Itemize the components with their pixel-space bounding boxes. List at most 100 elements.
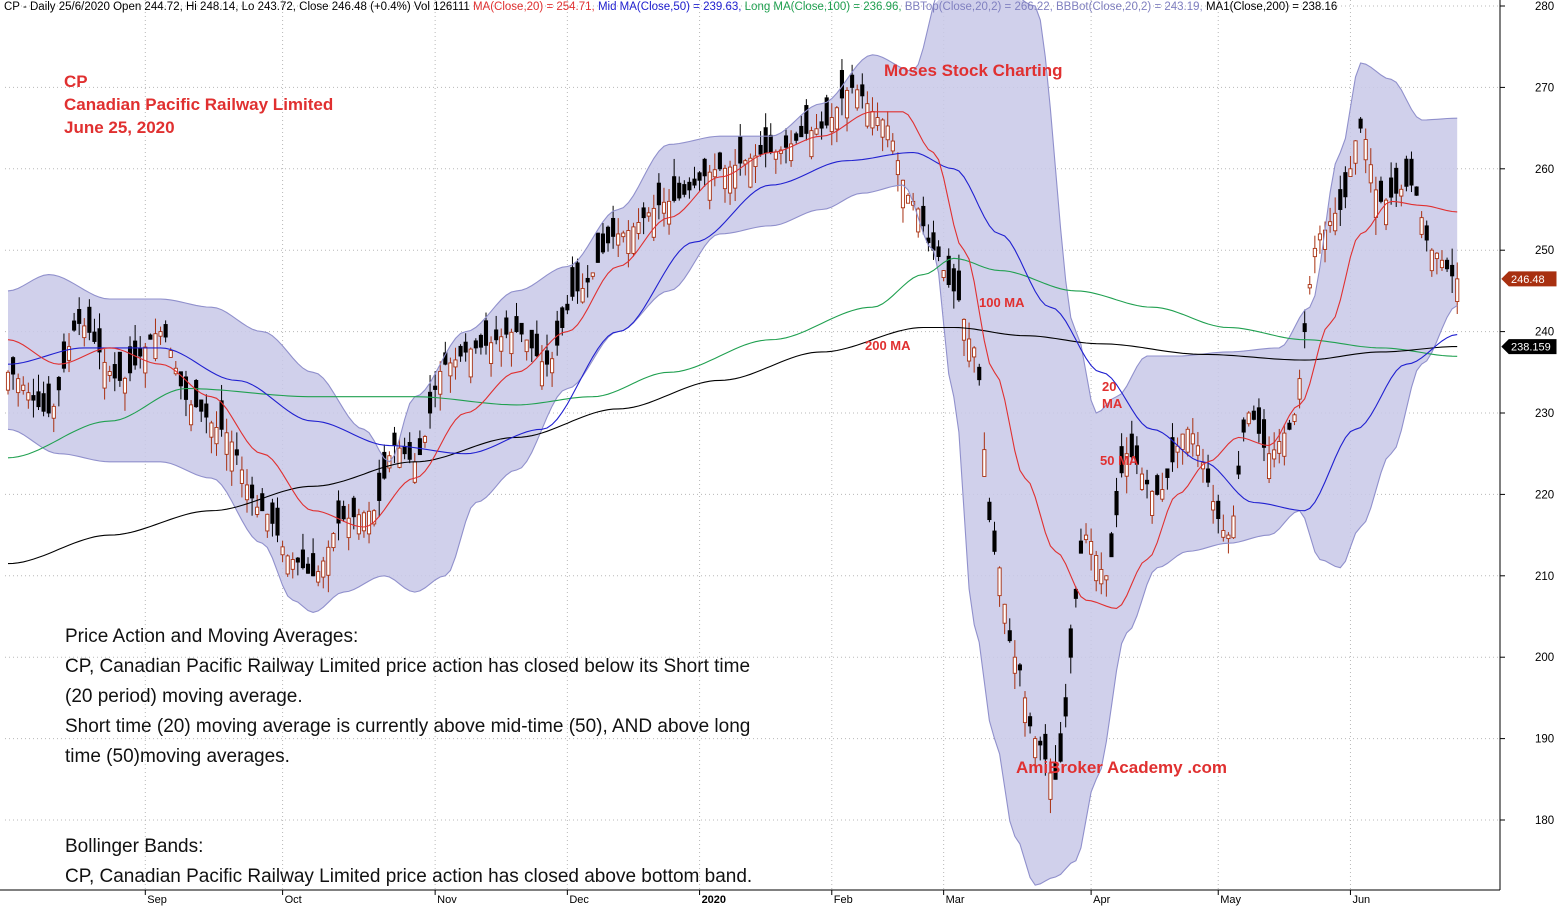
header-bbtop: BBTop(Close,20,2) = 266.22,: [904, 1, 1053, 13]
candle-body: [428, 391, 433, 414]
candle-body: [1144, 479, 1150, 485]
last-price-tag: 246.48: [1501, 271, 1557, 287]
candle-body: [260, 493, 265, 512]
candle-body: [1272, 449, 1277, 460]
candle-body: [1048, 772, 1053, 800]
x-tick-label-Nov: Nov: [437, 894, 457, 906]
candle-body: [1022, 697, 1028, 724]
candle-body: [977, 366, 982, 381]
candle-body: [534, 333, 539, 357]
candle-body: [1139, 473, 1145, 490]
candle-body: [1414, 186, 1419, 196]
candle-body: [809, 130, 814, 158]
label-200-ma: 200 MA: [865, 338, 911, 353]
candle-body: [382, 451, 387, 479]
candle-body: [667, 200, 672, 225]
header-symbol-line: CP - Daily 25/6/2020 Open 244.72, Hi 248…: [4, 1, 470, 13]
candle-body: [158, 331, 163, 337]
candle-body: [1409, 158, 1414, 186]
candle-body: [331, 533, 336, 549]
candle-body: [361, 512, 367, 532]
candle-body: [168, 350, 173, 358]
candle-body: [722, 167, 728, 190]
candle-body: [489, 342, 494, 364]
candle-body: [1063, 697, 1068, 717]
candle-body: [336, 500, 341, 524]
candle-body: [1078, 540, 1083, 554]
candle-body: [748, 157, 753, 188]
candle-body: [636, 222, 641, 234]
candle-body: [967, 338, 972, 362]
candle-body: [1394, 167, 1399, 194]
candle-body: [1399, 188, 1404, 197]
candle-body: [214, 427, 219, 445]
candle-body: [972, 347, 977, 358]
candle-body: [1002, 603, 1007, 624]
candle-body: [21, 384, 26, 391]
candle-body: [92, 331, 97, 342]
candle-body: [194, 380, 199, 408]
header-ma100: Long MA(Close,100) = 236.96,: [744, 1, 902, 13]
candle-body: [1033, 738, 1038, 759]
candle-body: [280, 546, 285, 556]
candle-body: [138, 348, 143, 357]
candle-body: [1353, 140, 1358, 164]
candle-body: [605, 226, 611, 244]
last-price-tag-bg: [1501, 271, 1557, 287]
last-price-tag-text: 246.48: [1511, 274, 1545, 286]
candle-body: [244, 484, 250, 501]
candle-body: [682, 184, 687, 195]
candle-body: [1231, 515, 1236, 539]
candle-body: [1434, 252, 1439, 260]
candle-body: [305, 563, 311, 574]
candle-body: [951, 268, 956, 292]
candle-body: [621, 232, 626, 238]
candle-body: [1028, 716, 1033, 727]
candle-body: [204, 403, 209, 418]
candle-body: [51, 405, 56, 419]
candle-body: [707, 171, 712, 201]
candle-body: [46, 383, 51, 414]
candle-body: [163, 324, 168, 338]
candle-body: [677, 182, 682, 199]
candle-body: [1307, 284, 1312, 289]
ma200-value-tag: 238.159: [1501, 339, 1557, 355]
candle-body: [539, 361, 544, 387]
candle-body: [1170, 437, 1175, 463]
candle-body: [906, 194, 911, 204]
candle-body: [1292, 414, 1297, 422]
candle-body: [402, 445, 407, 455]
ma200-value-tag-bg: [1501, 339, 1557, 355]
candle-body: [600, 233, 605, 253]
candle-body: [1343, 172, 1348, 198]
candle-body: [651, 207, 656, 238]
candle-body: [1190, 433, 1195, 445]
candle-body: [1089, 541, 1094, 555]
candle-body: [412, 461, 417, 483]
candle-body: [1119, 446, 1124, 474]
candle-body: [417, 438, 422, 456]
candle-body: [875, 117, 880, 127]
candle-body: [270, 502, 275, 524]
candle-body: [1363, 139, 1368, 161]
candle-body: [189, 404, 194, 426]
candle-body: [1083, 534, 1089, 541]
candle-body: [148, 334, 153, 340]
candle-body: [468, 348, 473, 378]
candle-body: [56, 376, 61, 391]
candle-body: [987, 501, 992, 521]
candle-body: [316, 571, 321, 583]
candle-body: [112, 364, 117, 379]
candle-body: [1053, 762, 1058, 780]
candle-body: [1389, 177, 1394, 198]
candle-body: [590, 272, 595, 277]
candle-body: [789, 143, 794, 162]
candle-body: [1455, 278, 1460, 302]
header-ma50: Mid MA(Close,50) = 239.63,: [597, 1, 742, 13]
candle-body: [117, 351, 122, 381]
header-ma200: MA1(Close,200) = 238.16: [1205, 1, 1338, 13]
candle-body: [529, 329, 534, 349]
candle-body: [1378, 180, 1384, 202]
candle-body: [82, 325, 87, 339]
